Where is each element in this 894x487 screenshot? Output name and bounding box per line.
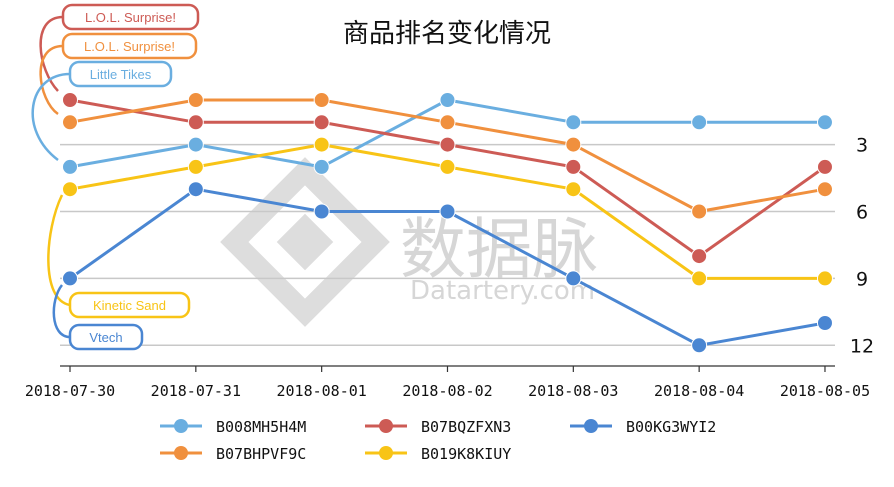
- callout-B008MH5H4M: Little Tikes: [31, 60, 173, 161]
- y-axis-ticks: 3 6 9 12: [850, 135, 874, 358]
- data-point: [187, 136, 204, 153]
- series-group: [62, 92, 833, 354]
- data-point: [691, 114, 708, 131]
- watermark: 数据脉 Datartery.com: [220, 157, 598, 327]
- callout-label: L.O.L. Surprise!: [85, 10, 176, 25]
- series-callouts: L.O.L. Surprise! L.O.L. Surprise! Little T…: [31, 3, 200, 351]
- callout-box: [61, 32, 198, 60]
- data-point: [313, 92, 330, 108]
- series-B07BQZFXN3: [62, 92, 833, 265]
- callout-label: L.O.L. Surprise!: [84, 39, 175, 54]
- series-B019K8KIUY: [62, 136, 833, 287]
- callout-B07BQZFXN3: L.O.L. Surprise!: [39, 3, 200, 92]
- callout-box: [68, 291, 191, 319]
- data-point: [439, 203, 456, 220]
- data-point: [187, 92, 204, 108]
- data-point: [62, 158, 78, 175]
- callout-arrow: [31, 72, 71, 161]
- data-point: [62, 114, 78, 131]
- y-tick-label: 9: [856, 268, 868, 290]
- x-axis: 2018-07-30 2018-07-31 2018-08-01 2018-08-02…: [25, 365, 870, 400]
- data-point: [565, 158, 582, 175]
- data-point: [187, 181, 204, 198]
- data-point: [439, 136, 456, 153]
- data-point: [62, 92, 78, 108]
- data-point: [691, 203, 708, 220]
- data-point: [439, 114, 456, 131]
- callout-B07BHPVF9C: L.O.L. Surprise!: [39, 32, 198, 116]
- callout-arrow: [47, 194, 71, 307]
- data-point: [313, 158, 330, 175]
- series-B00KG3WYI2: [62, 181, 833, 354]
- data-point: [816, 181, 833, 198]
- data-point: [816, 270, 833, 287]
- data-point: [439, 92, 456, 108]
- data-point: [313, 136, 330, 153]
- chart-title: 商品排名变化情况: [343, 19, 551, 49]
- y-tick-label: 12: [850, 335, 874, 357]
- data-point: [691, 248, 708, 265]
- series-B07BHPVF9C: [62, 92, 833, 220]
- callout-box: [68, 323, 144, 351]
- callout-B019K8KIUY: Kinetic Sand: [47, 194, 191, 319]
- callout-label: Little Tikes: [90, 67, 152, 82]
- data-point: [816, 158, 833, 175]
- x-tick-label: 2018-07-30: [25, 382, 115, 400]
- legend-swatch-marker: [174, 419, 188, 433]
- legend-swatch-marker: [379, 446, 393, 460]
- legend-label: B07BQZFXN3: [421, 418, 511, 436]
- legend-label: B00KG3WYI2: [626, 418, 716, 436]
- legend-swatch-marker: [584, 419, 598, 433]
- data-point: [816, 114, 833, 131]
- watermark-logo: [220, 157, 390, 327]
- data-point: [187, 158, 204, 175]
- legend-swatch-marker: [379, 419, 393, 433]
- data-point: [313, 203, 330, 220]
- data-point: [313, 114, 330, 131]
- legend-label: B008MH5H4M: [216, 418, 306, 436]
- x-tick-label: 2018-08-01: [277, 382, 367, 400]
- legend-item: B07BQZFXN3: [365, 418, 511, 436]
- callout-label: Vtech: [89, 330, 122, 345]
- callout-B00KG3WYI2: Vtech: [52, 284, 144, 351]
- x-tick-label: 2018-08-05: [780, 382, 870, 400]
- legend-item: B07BHPVF9C: [160, 445, 306, 463]
- y-tick-label: 3: [856, 135, 868, 157]
- legend-item: B00KG3WYI2: [570, 418, 716, 436]
- callout-arrow: [39, 44, 64, 116]
- data-point: [565, 270, 582, 287]
- x-tick-label: 2018-08-03: [528, 382, 618, 400]
- data-point: [565, 136, 582, 153]
- legend: B008MH5H4M B07BQZFXN3 B00KG3WYI2 B07BHPVF9C…: [160, 418, 716, 463]
- callout-label: Kinetic Sand: [93, 298, 166, 313]
- legend-item: B019K8KIUY: [365, 445, 511, 463]
- callout-arrow: [39, 15, 64, 92]
- data-point: [187, 114, 204, 131]
- legend-item: B008MH5H4M: [160, 418, 306, 436]
- data-point: [691, 270, 708, 287]
- data-point: [439, 158, 456, 175]
- data-point: [62, 181, 78, 198]
- watermark-site: Datartery.com: [410, 276, 595, 306]
- data-point: [565, 114, 582, 131]
- series-line: [69, 98, 825, 169]
- series-B008MH5H4M: [62, 92, 833, 175]
- legend-swatch-marker: [174, 446, 188, 460]
- data-point: [816, 315, 833, 331]
- data-point: [62, 270, 78, 287]
- x-tick-label: 2018-07-31: [151, 382, 241, 400]
- legend-label: B07BHPVF9C: [216, 445, 306, 463]
- callout-box: [68, 60, 173, 88]
- x-tick-label: 2018-08-02: [402, 382, 492, 400]
- x-tick-label: 2018-08-04: [654, 382, 744, 400]
- callout-arrow: [52, 284, 71, 339]
- y-tick-label: 6: [856, 202, 868, 224]
- data-point: [691, 337, 708, 354]
- data-point: [565, 181, 582, 198]
- legend-label: B019K8KIUY: [421, 445, 511, 463]
- callout-box: [61, 3, 200, 31]
